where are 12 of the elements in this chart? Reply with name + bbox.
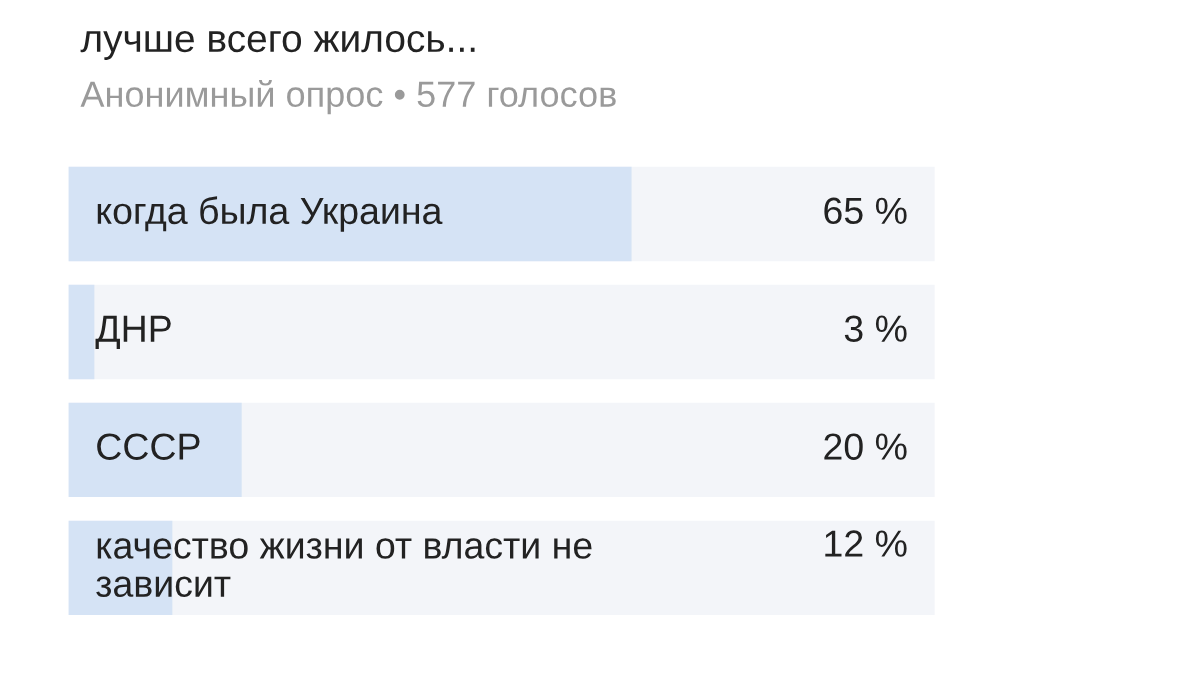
chart-subtitle: Анонимный опрос • 577 голосов bbox=[80, 79, 616, 115]
y-tick-label: ДНР bbox=[95, 315, 171, 350]
chart-title: лучше всего жилось... bbox=[80, 30, 475, 60]
data-label: 3 % bbox=[844, 315, 907, 343]
y-tick-label: когда была Украина bbox=[97, 196, 443, 232]
data-label: 65 % bbox=[824, 197, 907, 225]
y-tick-label: СССР bbox=[97, 433, 200, 460]
data-label: 12 % bbox=[825, 530, 907, 557]
data-label: 20 % bbox=[824, 433, 907, 460]
bar bbox=[68, 402, 242, 498]
bar bbox=[68, 284, 95, 380]
y-tick-label: качество жизни от власти не зависит bbox=[96, 538, 592, 598]
